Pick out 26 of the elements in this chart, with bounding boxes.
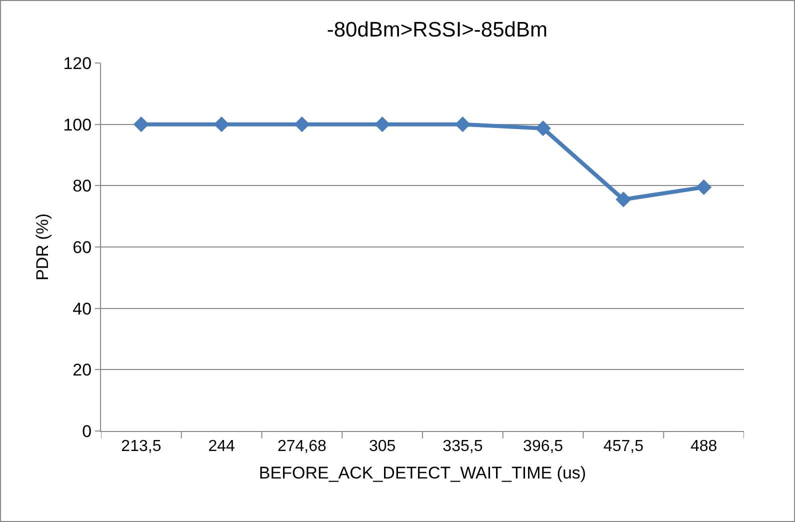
point <box>616 192 632 208</box>
x-tick-label: 274,68 <box>277 438 327 456</box>
x-tick-label: 457,5 <box>603 438 644 456</box>
y-tick-label: 80 <box>72 176 92 196</box>
x-tick-label: 396,5 <box>523 438 564 456</box>
point <box>374 116 390 132</box>
y-tick-label: 100 <box>63 115 92 134</box>
point <box>294 116 310 132</box>
point <box>535 120 551 136</box>
y-tick-label: 40 <box>72 299 92 318</box>
y-axis-title: PDR (%) <box>32 213 52 281</box>
x-tick-label: 213,5 <box>121 438 162 456</box>
point <box>214 116 230 132</box>
point <box>696 179 712 195</box>
x-tick-label: 244 <box>208 438 236 456</box>
x-tick-label: 488 <box>690 438 718 456</box>
y-tick-label: 60 <box>72 238 92 257</box>
y-tick-label: 20 <box>72 360 92 380</box>
point <box>454 116 470 132</box>
point <box>133 116 149 132</box>
x-axis-title: BEFORE_ACK_DETECT_WAIT_TIME (us) <box>258 464 586 483</box>
x-tick-label: 335,5 <box>442 438 483 456</box>
chart-title: -80dBm>RSSI>-85dBm <box>326 18 548 42</box>
y-tick-label: 120 <box>63 54 92 73</box>
x-tick-label: 305 <box>368 438 396 456</box>
y-tick-label: 0 <box>82 422 92 441</box>
